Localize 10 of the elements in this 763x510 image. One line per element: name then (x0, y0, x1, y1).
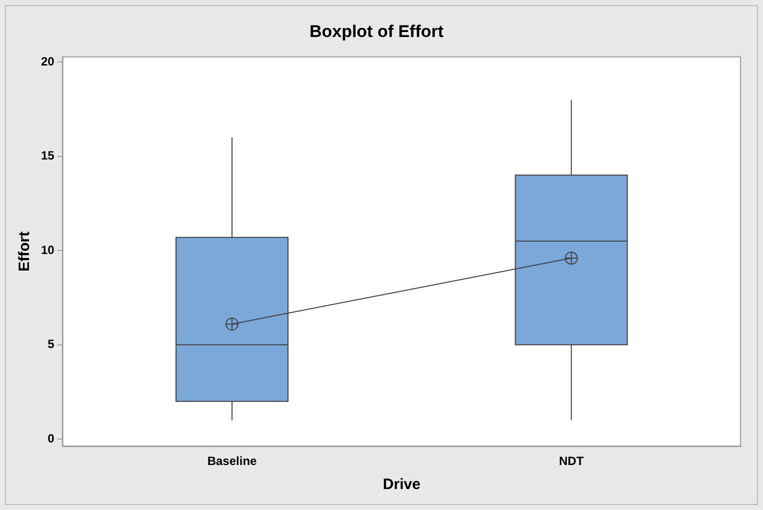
y-axis-title: Effort (16, 232, 34, 272)
y-tick-label: 5 (48, 337, 55, 352)
x-tick-label: Baseline (207, 454, 258, 468)
y-tick-label: 0 (48, 431, 55, 446)
y-tick-label: 15 (40, 148, 55, 163)
chart-title: Boxplot of Effort (309, 22, 444, 41)
y-tick-label: 10 (40, 242, 55, 257)
x-tick-label: NDT (559, 454, 584, 468)
y-tick-label: 20 (40, 54, 55, 68)
x-axis-title: Drive (382, 476, 420, 494)
